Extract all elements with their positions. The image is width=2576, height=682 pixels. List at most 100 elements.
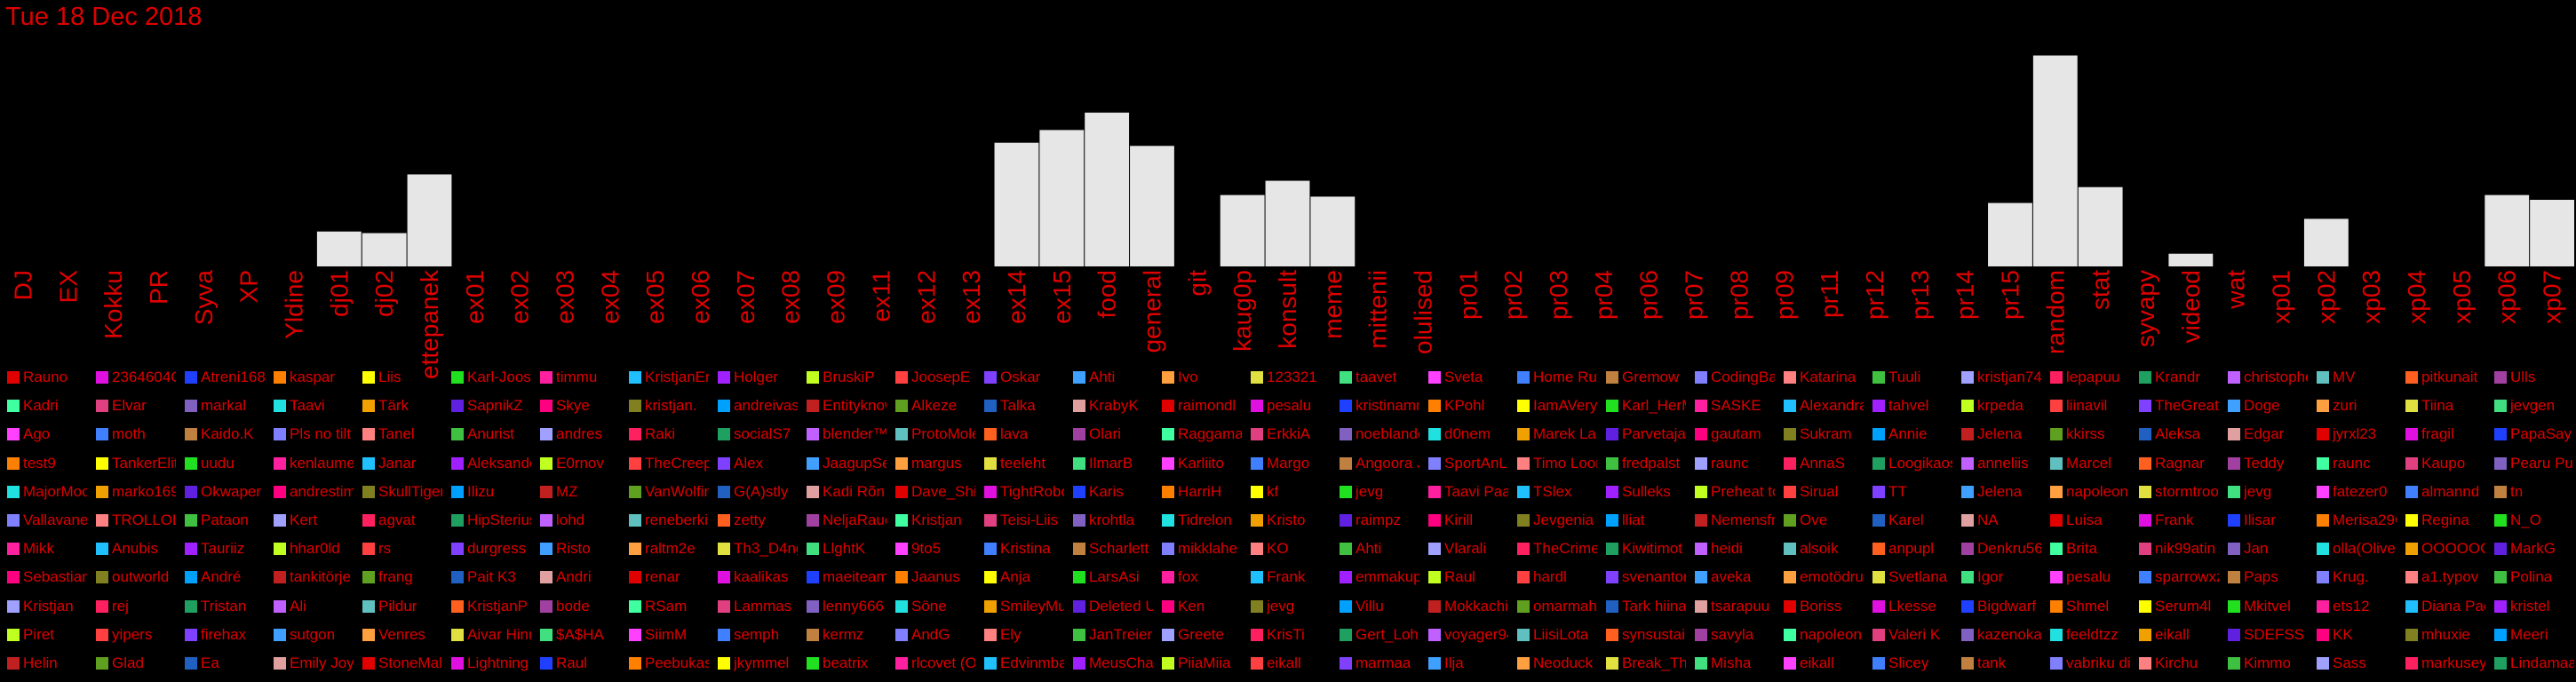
legend-item: uudu: [185, 455, 265, 472]
legend-swatch: [2405, 456, 2418, 470]
legend-swatch: [362, 400, 375, 413]
legend-swatch: [185, 543, 197, 556]
legend-label: durgress: [467, 540, 527, 558]
legend-label: Risto: [556, 540, 591, 558]
legend-label: jyrxl23: [2333, 425, 2377, 443]
legend-label: Raki: [645, 425, 676, 443]
legend-item: Slicey: [1872, 654, 1952, 672]
legend-item: SASKE: [1695, 397, 1775, 415]
legend-label: JanTreier: [1089, 625, 1153, 643]
legend-item: Ulls: [2494, 369, 2574, 386]
legend-swatch: [2405, 543, 2418, 556]
legend-item: tankitörje: [274, 568, 354, 586]
legend-item: Misha: [1695, 654, 1775, 672]
legend-item: Vallavanem: [7, 512, 87, 529]
legend-swatch: [1162, 571, 1174, 584]
legend-label: test9: [23, 454, 56, 472]
legend-item: Valeri K: [1872, 626, 1952, 644]
legend-item: eikall: [1251, 654, 1331, 672]
legend-label: Luisa: [2066, 512, 2103, 528]
legend-swatch: [185, 400, 197, 413]
legend-item: Raul: [1428, 568, 1508, 586]
legend-label: Slicey: [1888, 654, 1929, 671]
legend-item: kristjan74: [1961, 369, 2041, 386]
legend-item: Anja: [984, 568, 1064, 586]
legend-swatch: [1162, 400, 1174, 413]
legend-item: Dave_Shin: [895, 483, 975, 501]
legend-item: Marek Lah: [1517, 425, 1597, 443]
legend-label: Jevgenia: [1533, 512, 1594, 528]
legend-label: Krandr: [2155, 369, 2201, 385]
legend-label: Aivar Hinr: [467, 625, 531, 643]
legend-item: Söne: [895, 598, 975, 615]
legend-item: ProtoMole: [895, 425, 975, 443]
legend-swatch: [2494, 514, 2507, 527]
legend-swatch: [807, 371, 819, 384]
legend-label: SportAnLif: [1444, 454, 1508, 472]
legend-swatch: [1606, 543, 1618, 556]
legend-label: 123321: [1267, 369, 1317, 385]
legend-item: jevg: [1251, 598, 1331, 615]
legend-item: Ken: [1162, 598, 1242, 615]
legend-label: Ragnar: [2155, 454, 2205, 472]
legend-swatch: [1162, 428, 1174, 441]
legend-item: outworld: [96, 568, 176, 586]
x-tick-label: wat: [2222, 270, 2250, 310]
legend-item: anneliis: [1961, 455, 2041, 472]
legend-item: Jan: [2228, 540, 2308, 558]
legend-swatch: [807, 543, 819, 556]
legend-label: Teddy: [2244, 454, 2285, 472]
legend-label: agvat: [378, 512, 416, 528]
legend-swatch: [96, 571, 108, 584]
legend-label: 9to5: [911, 540, 942, 558]
legend-label: Karl_HerM: [1622, 397, 1686, 415]
legend-swatch: [540, 657, 553, 670]
legend-item: Liis: [362, 369, 442, 386]
legend-item: Janar: [362, 455, 442, 472]
legend-label: Kimmo: [2244, 654, 2291, 671]
legend-swatch: [1251, 514, 1263, 527]
legend-item: RSam: [629, 598, 709, 615]
legend-label: Mikk: [23, 540, 54, 558]
legend-swatch: [1073, 657, 1085, 670]
x-tick-label: pr15: [1996, 270, 2023, 320]
legend-item: Kristjan: [895, 512, 975, 529]
x-tick-label: ex07: [732, 270, 759, 324]
legend-swatch: [96, 514, 108, 527]
legend-label: LlghtK: [823, 540, 866, 558]
legend-swatch: [629, 485, 641, 498]
legend-label: Marcel: [2066, 454, 2112, 472]
legend-label: Boriss: [1800, 597, 1842, 615]
legend-label: Ago: [23, 425, 51, 443]
bar-food: [1085, 112, 1130, 266]
legend-label: uudu: [201, 454, 235, 472]
legend-swatch: [1784, 571, 1796, 584]
legend-label: christophe: [2244, 369, 2308, 385]
legend-label: lepapuu: [2066, 369, 2120, 385]
legend-label: ErkkiA: [1267, 425, 1311, 443]
legend-item: zetty: [718, 512, 798, 529]
legend-label: heidi: [1711, 540, 1743, 558]
legend-swatch: [274, 428, 286, 441]
legend-label: Kirchu: [2155, 654, 2198, 671]
legend-swatch: [1606, 599, 1618, 613]
legend-swatch: [7, 657, 20, 670]
legend-label: MV: [2333, 369, 2356, 385]
legend-item: TheCrimel: [1517, 540, 1597, 558]
legend-swatch: [807, 657, 819, 670]
x-tick-label: food: [1093, 270, 1121, 319]
legend-label: PapaSay: [2510, 425, 2572, 443]
x-tick-label: xp04: [2403, 270, 2430, 324]
legend-label: Doge: [2244, 397, 2280, 415]
legend-item: eikall: [2139, 626, 2219, 644]
legend-item: Ely: [984, 626, 1064, 644]
legend-label: svenanton: [1622, 568, 1686, 586]
legend-swatch: [2228, 657, 2240, 670]
legend-label: Karel: [1888, 512, 1924, 528]
legend-label: Villu: [1356, 597, 1384, 615]
legend-item: Parvetaja: [1606, 425, 1686, 443]
legend-label: krpeda: [1977, 397, 2023, 415]
legend-item: Timo Loon: [1517, 455, 1597, 472]
legend-swatch: [1606, 456, 1618, 470]
legend-label: Anurist: [467, 425, 514, 443]
